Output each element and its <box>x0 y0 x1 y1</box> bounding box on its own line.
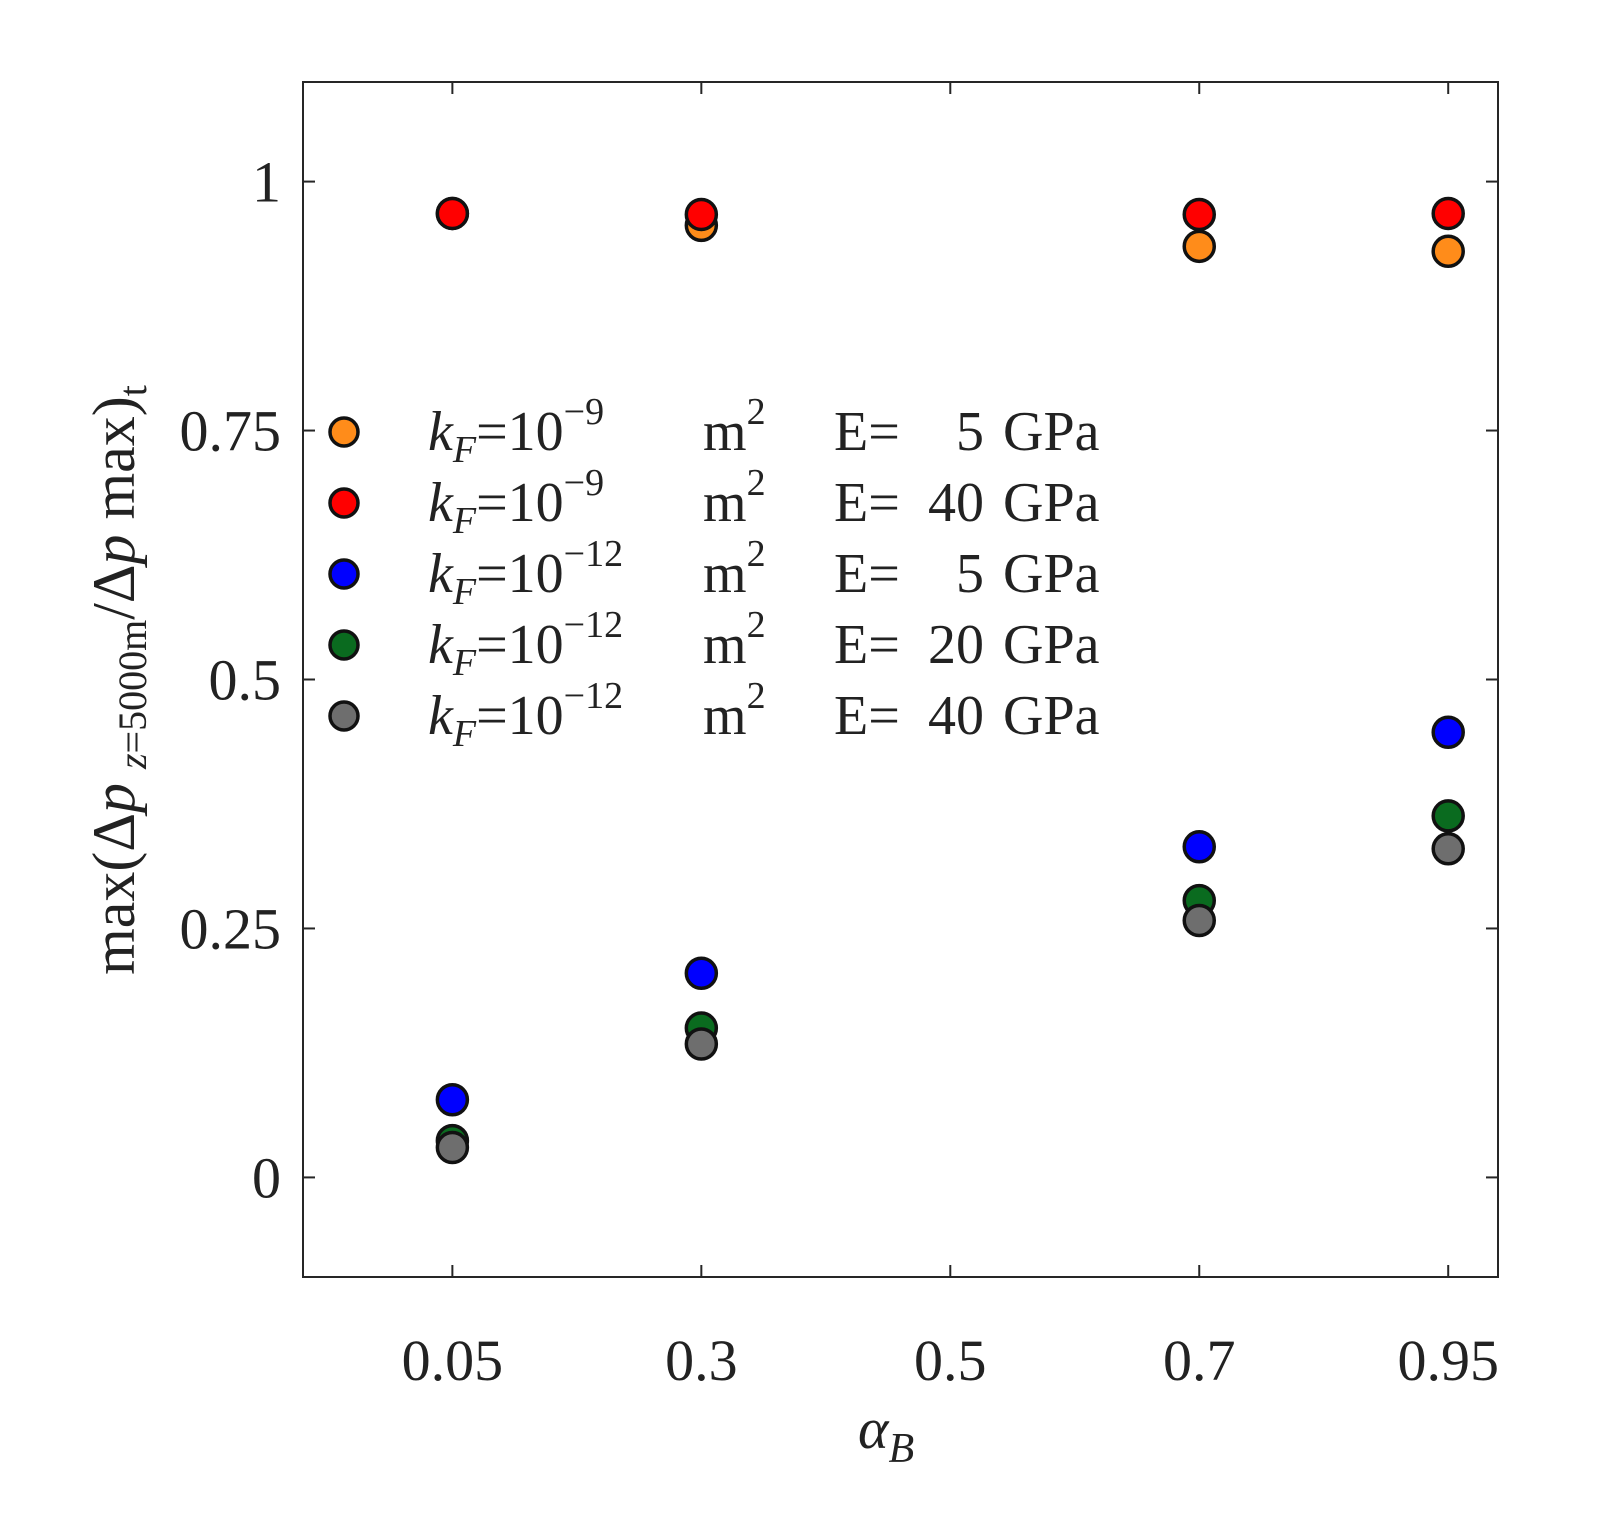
plot-area <box>302 81 1499 1278</box>
y-tick-label: 0 <box>252 1145 281 1210</box>
legend-label-e: E= <box>834 472 900 534</box>
data-point <box>1431 799 1465 833</box>
legend-marker <box>328 558 360 590</box>
data-points <box>435 196 1465 1165</box>
y-axis-label-part2: /Δ <box>81 565 147 620</box>
y-axis-label-part1: max(Δ <box>81 813 147 975</box>
legend-label-kf: kF=10−9 <box>428 391 604 471</box>
y-axis-label-p1: p <box>81 783 147 817</box>
legend-label-e-value: 40 <box>928 685 984 747</box>
data-point <box>1431 196 1465 231</box>
legend-label-e: E= <box>834 401 900 463</box>
legend-label-unit: m2 <box>703 391 766 463</box>
legend-label-kf: kF=10−12 <box>428 604 623 684</box>
y-axis-label: max(Δpz=5000m/Δp max)t <box>81 385 155 975</box>
x-axis-label-subscript: B <box>888 1426 914 1472</box>
legend-label-e-value: 40 <box>928 472 984 534</box>
axis-ticks <box>303 82 1498 1277</box>
x-tick-label: 0.3 <box>665 1328 738 1393</box>
legend-label-unit: m2 <box>703 533 766 605</box>
legend-label-e-value: 20 <box>928 614 984 676</box>
legend-marker <box>328 700 360 732</box>
legend-label-gpa: GPa <box>1003 472 1100 534</box>
data-point <box>1182 830 1216 864</box>
data-point <box>1431 832 1465 866</box>
legend-label-e: E= <box>834 685 900 747</box>
legend-label-gpa: GPa <box>1003 401 1100 463</box>
data-point <box>435 196 470 231</box>
legend-label-gpa: GPa <box>1003 614 1100 676</box>
legend-label-kf: kF=10−12 <box>428 675 623 755</box>
x-tick-labels: 0.05 0.3 0.5 0.7 0.95 <box>402 1328 1499 1393</box>
legend-label-gpa: GPa <box>1003 543 1100 605</box>
data-point <box>684 1027 719 1061</box>
data-point <box>435 1082 470 1117</box>
legend: kF=10−9 m2 E= 5 GPa kF=10−9 m2 E= 40 GPa kF=10−12 m… <box>328 391 1100 755</box>
x-tick-label: 0.5 <box>914 1328 987 1393</box>
data-point <box>1431 234 1465 269</box>
x-tick-label: 0.7 <box>1163 1328 1236 1393</box>
y-tick-label: 1 <box>252 150 281 215</box>
x-tick-label: 0.05 <box>402 1328 504 1393</box>
y-tick-labels: 0 0.25 0.5 0.75 1 <box>180 150 282 1211</box>
data-point <box>684 956 719 991</box>
data-point <box>1182 197 1216 232</box>
legend-marker <box>328 487 360 519</box>
legend-label-kf: kF=10−12 <box>428 533 623 613</box>
y-axis-label-p2: p <box>81 535 147 569</box>
legend-marker <box>328 629 360 661</box>
legend-label-kf: kF=10−9 <box>428 462 604 542</box>
y-axis-label-sub-z: z <box>110 753 155 770</box>
y-tick-label: 0.75 <box>180 399 282 464</box>
legend-marker <box>328 416 360 448</box>
x-axis-label-main: α <box>858 1396 890 1461</box>
y-axis-label-t: t <box>110 385 155 396</box>
legend-label-e-value: 5 <box>956 401 984 463</box>
y-axis-label-sub-rest: =5000m <box>110 620 155 754</box>
legend-label-unit: m2 <box>703 675 766 747</box>
x-tick-label: 0.95 <box>1397 1328 1499 1393</box>
y-tick-label: 0.5 <box>209 648 282 713</box>
legend-label-unit: m2 <box>703 462 766 534</box>
legend-label-gpa: GPa <box>1003 685 1100 747</box>
x-axis-label: αB <box>858 1396 914 1472</box>
data-point <box>1182 903 1216 938</box>
data-point <box>684 197 719 232</box>
y-axis-label-part3: max) <box>81 396 147 534</box>
legend-label-e: E= <box>834 543 900 605</box>
data-point <box>1182 229 1216 264</box>
legend-label-unit: m2 <box>703 604 766 676</box>
y-tick-label: 0.25 <box>180 896 282 961</box>
legend-label-e-value: 5 <box>956 543 984 605</box>
data-point <box>435 1130 470 1165</box>
data-point <box>1431 715 1465 750</box>
legend-label-e: E= <box>834 614 900 676</box>
